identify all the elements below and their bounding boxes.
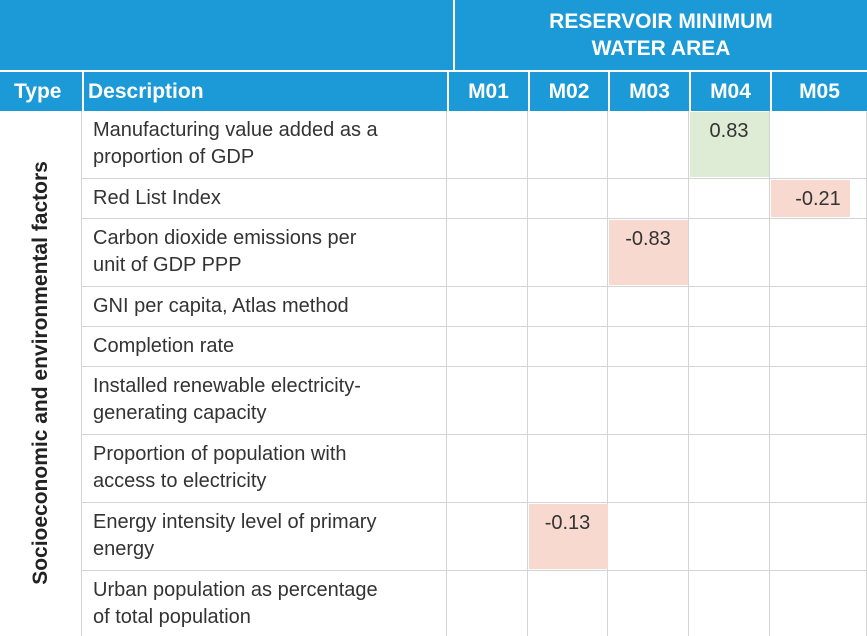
description-line: generating capacity [93,402,267,424]
value-cell: -0.21 [770,179,867,219]
column-title: Type [14,79,62,103]
value-cell [447,179,528,219]
value-fill [690,112,769,177]
value-fill [529,504,608,569]
description-line: Completion rate [93,335,235,357]
description-line: Manufacturing value added as a [93,119,378,141]
value-cell [770,287,867,327]
description-cell: GNI per capita, Atlas method [82,287,447,327]
value-cell [608,111,689,179]
value-text: 0.83 [709,120,749,142]
description-line: Red List Index [93,187,221,209]
column-title: M05 [799,79,840,103]
value-cell [528,435,608,503]
value-cell [528,327,608,367]
value-fill [609,220,688,285]
value-cell [447,435,528,503]
column-header: Description [84,72,447,111]
description-line: Proportion of population with [93,443,347,465]
value-text: -0.21 [795,188,841,210]
value-cell [770,327,867,367]
value-cell [770,503,867,571]
description-line: GNI per capita, Atlas method [93,295,349,317]
value-cell: -0.83 [608,219,689,287]
value-fill [771,180,850,217]
value-cell [447,287,528,327]
description-line: energy [93,538,155,560]
value-cell [689,367,770,435]
value-cell [689,179,770,219]
value-cell [689,327,770,367]
column-title: M04 [710,79,751,103]
column-header: Type [0,72,82,111]
value-cell [528,571,608,636]
value-text: -0.13 [544,512,591,534]
column-header: M03 [610,72,689,111]
value-cell [447,367,528,435]
value-cell [608,179,689,219]
description-line: access to electricity [93,470,267,492]
value-cell: -0.13 [528,503,608,571]
value-cell [689,219,770,287]
description-cell: Completion rate [82,327,447,367]
description-cell: Red List Index [82,179,447,219]
value-cell [608,571,689,636]
value-cell [608,327,689,367]
description-cell: Carbon dioxide emissions per unit of GDP … [82,219,447,287]
value-cell [689,503,770,571]
column-header: M04 [691,72,770,111]
value-text: -0.83 [625,228,671,250]
value-cell [770,435,867,503]
description-line: proportion of GDP [93,146,255,168]
type-label: Socioeconomic and environmental factors [29,161,52,585]
group-title: RESERVOIR MINIMUM WATER AREA [549,10,773,60]
value-cell [770,571,867,636]
value-cell [608,367,689,435]
description-cell: Proportion of population with access to e… [82,435,447,503]
column-title: Description [88,79,204,103]
column-header: M01 [449,72,528,111]
value-cell [528,219,608,287]
value-cell [608,287,689,327]
header-blank [0,0,453,70]
value-cell [689,435,770,503]
value-cell [770,367,867,435]
column-title: M01 [468,79,509,103]
value-cell: 0.83 [689,111,770,179]
value-cell [528,111,608,179]
value-cell [608,435,689,503]
value-cell [770,111,867,179]
group-header: RESERVOIR MINIMUM WATER AREA [455,0,867,70]
value-cell [447,327,528,367]
value-cell [447,111,528,179]
value-cell [528,367,608,435]
description-cell: Manufacturing value added as a proportion… [82,111,447,179]
description-cell: Installed renewable electricity-generati… [82,367,447,435]
description-line: of total population [93,606,251,628]
description-cell: Urban population as percentage of total p… [82,571,447,636]
description-line: Urban population as percentage [93,579,378,601]
column-title: M02 [548,79,590,103]
value-cell [528,179,608,219]
description-line: Energy intensity level of primary [93,511,377,533]
description-line: Carbon dioxide emissions per [93,227,357,249]
value-cell [447,219,528,287]
value-cell [447,571,528,636]
description-cell: Energy intensity level of primary energy [82,503,447,571]
type-cell: Socioeconomic and environmental factors [0,111,82,636]
column-header: M02 [530,72,608,111]
value-cell [689,287,770,327]
description-line: Installed renewable electricity- [93,375,361,397]
column-title: M03 [629,79,670,103]
value-cell [608,503,689,571]
value-cell [447,503,528,571]
description-line: unit of GDP PPP [93,254,242,276]
value-cell [689,571,770,636]
value-cell [528,287,608,327]
value-cell [770,219,867,287]
column-header: M05 [772,72,867,111]
